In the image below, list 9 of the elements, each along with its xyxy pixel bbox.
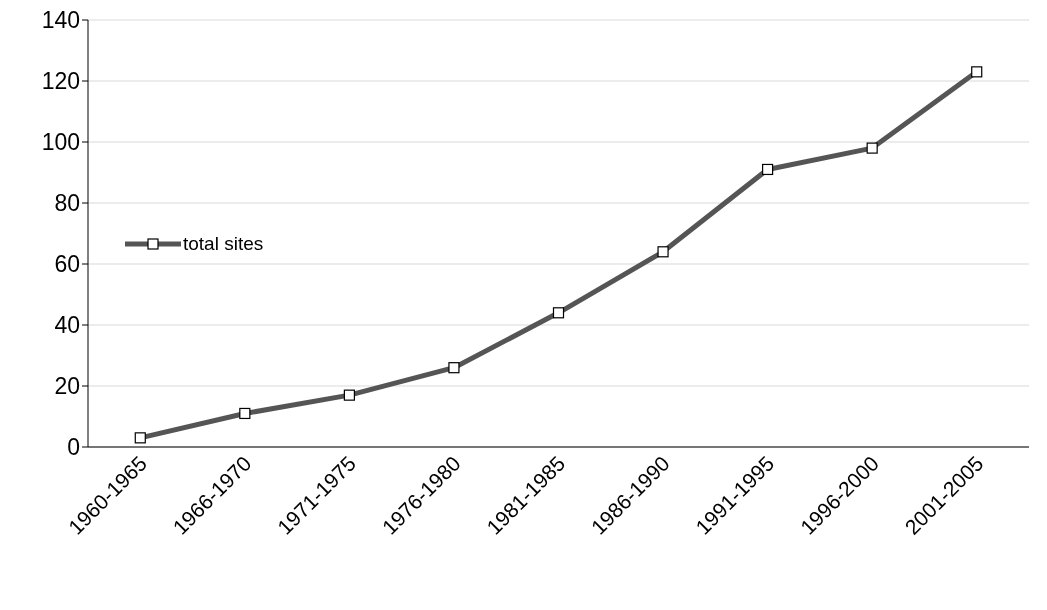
y-tick-label: 100 <box>41 129 80 156</box>
y-tick-label: 60 <box>54 251 80 278</box>
legend-label: total sites <box>183 233 264 255</box>
y-tick-label: 20 <box>54 373 80 400</box>
y-tick-label: 0 <box>67 434 80 461</box>
y-tick-label: 40 <box>54 312 80 339</box>
y-tick-label: 120 <box>41 68 80 95</box>
y-tick-label: 140 <box>41 7 80 34</box>
y-tick-label: 80 <box>54 190 80 217</box>
